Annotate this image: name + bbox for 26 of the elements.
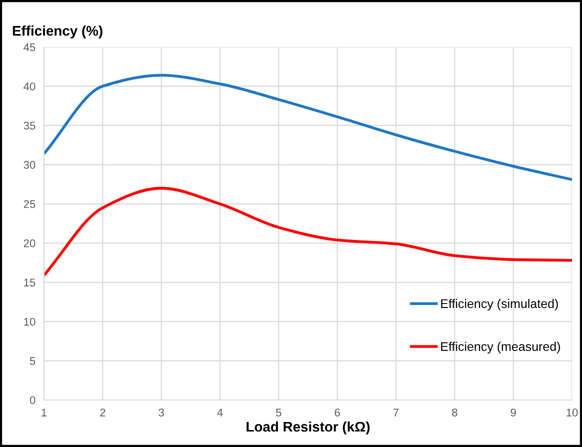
x-tick-label: 2 <box>100 408 106 416</box>
line-series <box>44 74 572 181</box>
x-tick-label: 4 <box>217 408 223 416</box>
y-tick-label: 30 <box>24 160 36 169</box>
y-axis-title: Efficiency (%) <box>12 26 102 38</box>
y-tick-label: 40 <box>24 82 36 90</box>
x-tick-label: 1 <box>42 408 47 416</box>
legend-label: Efficiency (measured) <box>441 342 560 354</box>
y-tick-label: 35 <box>24 122 36 130</box>
x-tick-label: 5 <box>276 408 282 416</box>
x-tick-label: 3 <box>158 408 164 416</box>
y-tick-label: 45 <box>24 43 36 52</box>
y-tick-label: 20 <box>24 239 36 248</box>
x-tick-label: 7 <box>393 408 399 416</box>
y-tick-label: 10 <box>24 318 36 326</box>
y-tick-label: 5 <box>30 357 36 365</box>
x-tick-label: 9 <box>510 408 516 416</box>
y-tick-label: 0 <box>30 396 36 404</box>
y-tick-label: 25 <box>24 200 36 208</box>
x-tick-label: 10 <box>566 408 578 416</box>
legend-label: Efficiency (simulated) <box>441 298 558 311</box>
x-tick-label: 8 <box>452 408 458 416</box>
line-series <box>44 186 572 277</box>
x-tick-label: 6 <box>334 408 340 416</box>
y-tick-label: 15 <box>24 278 36 286</box>
x-axis-title: Load Resistor (kΩ) <box>246 421 370 434</box>
